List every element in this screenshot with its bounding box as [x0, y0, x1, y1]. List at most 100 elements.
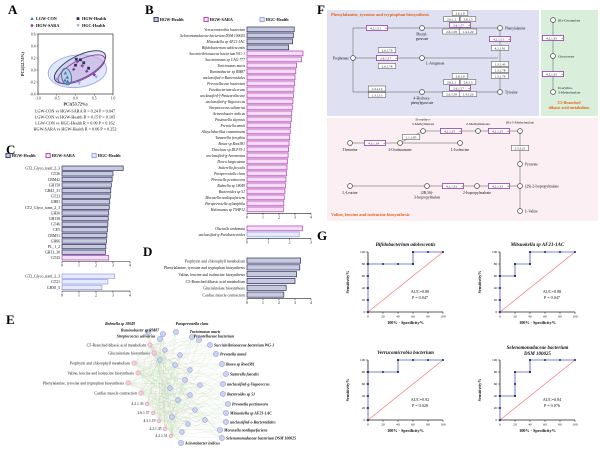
compound-label: Tyrosine [505, 91, 518, 95]
bacteria-node [172, 362, 178, 368]
roc-marker [499, 395, 501, 397]
bacteria-node [207, 342, 213, 348]
bacteria-node [177, 352, 183, 358]
group-ellipse [53, 50, 107, 84]
bacteria-label: Mitsuokella sp AF21-1AC [229, 411, 272, 415]
ec-number: 2.6.1.58 [446, 92, 457, 96]
ec-number: 1.3.1.43 [495, 62, 506, 66]
network-edge [133, 338, 161, 364]
anosim-stat: LGW-CON vs HGC-Health R = 0.09 P = 0.162 [35, 121, 114, 126]
compound-node [424, 183, 430, 189]
bar-label: Glucosinolate biosynthesis [203, 287, 245, 291]
bar [246, 128, 291, 135]
tick-label: 0 [495, 310, 497, 314]
tick-label: 2 [278, 216, 280, 220]
network-edge [152, 344, 211, 414]
network-edge [146, 379, 186, 405]
compound-label: L-Arogenate [426, 62, 445, 66]
legend-label: HGW-Health [12, 153, 37, 158]
y-axis-label: PC2(12.74%) [20, 51, 25, 76]
bar-label: Prevotellaceae bacterium [206, 82, 245, 86]
enzyme-box [451, 73, 469, 79]
network-edge [133, 362, 223, 365]
data-point [80, 64, 85, 68]
compound-label: Citraconate [558, 55, 575, 59]
enzyme-box [443, 79, 460, 85]
x-axis-label: 100% - Specificity% [387, 320, 424, 325]
bar-label: Paraprevotella xylaniphila [204, 202, 245, 206]
bacteria-node [179, 429, 185, 435]
data-point [87, 66, 91, 70]
data-point [65, 79, 70, 83]
bar [246, 176, 287, 183]
tick-label: 60 [362, 274, 366, 278]
bacteria-node [220, 391, 226, 397]
bacteria-node [223, 410, 229, 416]
network-edge [152, 412, 182, 444]
network-edge [164, 403, 229, 430]
roc-marker [367, 263, 369, 265]
roc-marker [574, 359, 576, 361]
panel-d-label: D [143, 244, 153, 259]
tick-label: 20 [381, 315, 385, 319]
roc-marker [559, 251, 561, 253]
tick-label: 0 [363, 418, 365, 422]
p-value-label: P = 0.047 [544, 295, 560, 300]
tick-label: 0 [499, 423, 501, 427]
compound-label: 2-Oxobutanoate [388, 148, 412, 152]
network-edge [153, 336, 193, 354]
bar-label: GH30_5 [47, 286, 60, 290]
pathway-node [131, 360, 137, 366]
bar [246, 158, 288, 165]
compound-label: pyruvate [416, 37, 429, 41]
bar [61, 238, 107, 244]
roc-marker [499, 299, 501, 301]
network-edge [158, 383, 224, 422]
ec-number: 4.2.1.33 [446, 184, 457, 188]
network-edge [170, 336, 193, 437]
enzyme-label: 4.2.1.33 [132, 402, 144, 406]
enzyme-node [144, 401, 150, 407]
roc-marker [367, 419, 369, 421]
enzyme-box [510, 145, 530, 151]
compound-node [419, 55, 425, 61]
network-edge [127, 354, 181, 384]
bar-label: Dorea longicatena [216, 160, 245, 164]
bar [246, 206, 284, 213]
tick-label: 40 [396, 423, 400, 427]
bar [61, 284, 103, 290]
tick-label: 100 [492, 250, 498, 254]
bar [61, 165, 124, 171]
bar [246, 146, 289, 153]
bacteria-node [145, 329, 151, 335]
data-point [63, 71, 68, 75]
pathway-node [138, 390, 144, 396]
compound-label: Phenyl- [416, 33, 428, 37]
ec-number: 1.3.1.13 [372, 93, 383, 97]
tick-label: 0 [246, 241, 248, 245]
ec-number: 4.2.1.35 [546, 36, 557, 40]
section-title: Phenylalanine, tyrosine and tryptophan b… [331, 12, 429, 17]
tick-label: 3 [294, 301, 296, 305]
compound-node [497, 89, 503, 95]
bar-label: GH13_30 [45, 251, 60, 255]
tick-label: 20 [494, 406, 498, 410]
compound-node [550, 89, 556, 95]
pathway-label: Valine, leucine and isoleucine biosynthe… [67, 371, 134, 376]
network-edge [153, 331, 177, 354]
ec-number: 2.6.1.5 [463, 80, 472, 84]
bar-label: C5-Branched dibasic acid metabolism [186, 280, 245, 284]
network-edge [140, 331, 149, 394]
bar-label: Cardiac muscle contraction [202, 293, 245, 297]
ec-number: 1.3.1.12 [372, 87, 383, 91]
panel-g-label: G [317, 228, 328, 243]
network-edge [164, 331, 177, 430]
bacteria-label: Acinetobacter indicus [184, 441, 220, 445]
enzyme-box [440, 128, 463, 134]
upregulated-marker-icon: ▲ [468, 24, 471, 27]
bacteria-label: Prevotella pectinovora [232, 402, 268, 406]
compound-label: Pyruvate [525, 163, 538, 167]
network-edge [137, 372, 201, 386]
bar-label: PL_1_2 [48, 245, 60, 249]
bar-label: Thioclava sp DLFJ5-1 [212, 148, 246, 152]
